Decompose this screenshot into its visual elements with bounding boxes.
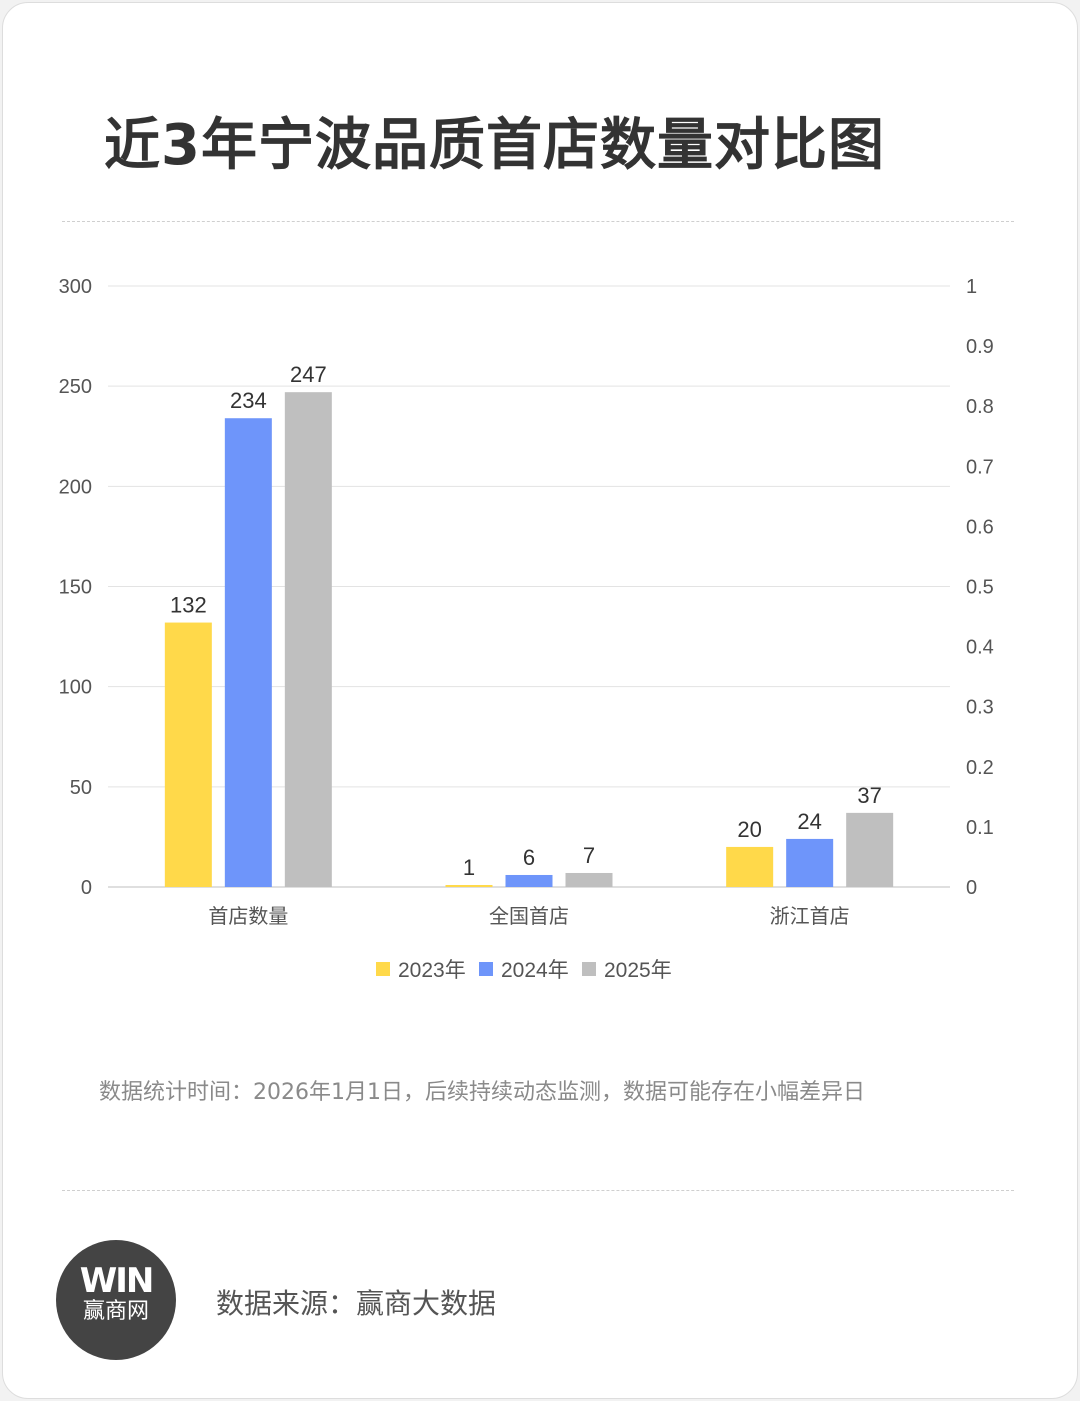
bar-2023年	[164, 622, 212, 887]
x-tick-label: 首店数量	[208, 905, 288, 928]
legend-label: 2025年	[604, 959, 672, 982]
y2-tick-label: 0.6	[966, 516, 994, 538]
y2-tick-label: 0.4	[966, 637, 994, 659]
data-label: 1	[463, 855, 475, 880]
y2-tick-label: 0.5	[966, 577, 994, 599]
stats-note: 数据统计时间：2026年1月1日，后续持续动态监测，数据可能存在小幅差异日	[99, 1080, 865, 1105]
y2-tick-label: 0.3	[966, 697, 994, 719]
data-source: 数据来源：赢商大数据	[216, 1287, 497, 1320]
data-label: 37	[857, 783, 881, 808]
y2-tick-label: 0.8	[966, 396, 994, 418]
data-label: 234	[230, 388, 267, 413]
logo-mark: WIN	[79, 1261, 155, 1301]
y-tick-label: 250	[59, 376, 92, 398]
y-tick-label: 50	[70, 777, 92, 799]
page-title: 近3年宁波品质首店数量对比图	[104, 113, 885, 178]
logo-name: 赢商网	[82, 1299, 149, 1324]
logo: WIN 赢商网	[56, 1240, 176, 1360]
y-tick-label: 150	[59, 577, 92, 599]
bar-2024年	[224, 418, 272, 887]
y2-tick-label: 0.2	[966, 757, 994, 779]
bar-2024年	[786, 838, 834, 887]
y2-tick-label: 0.9	[966, 336, 994, 358]
y2-tick-label: 1	[966, 276, 977, 298]
legend-swatch	[479, 962, 493, 976]
y-tick-label: 300	[59, 276, 92, 298]
y2-tick-label: 0	[966, 877, 977, 899]
bar-2025年	[565, 872, 613, 887]
legend-label: 2023年	[398, 959, 466, 982]
data-label: 20	[737, 817, 761, 842]
y2-tick-label: 0.7	[966, 456, 994, 478]
y-tick-label: 200	[59, 476, 92, 498]
bar-2024年	[505, 874, 553, 887]
bar-2025年	[846, 812, 894, 887]
y-tick-label: 0	[81, 877, 92, 899]
bar-2025年	[284, 392, 332, 887]
y-tick-label: 100	[59, 677, 92, 699]
legend-swatch	[376, 962, 390, 976]
legend-label: 2024年	[501, 959, 569, 982]
x-tick-label: 浙江首店	[770, 905, 850, 928]
divider	[62, 221, 1014, 222]
y2-tick-label: 0.1	[966, 817, 994, 839]
data-label: 132	[170, 593, 207, 618]
data-label: 6	[523, 845, 535, 870]
legend-swatch	[582, 962, 596, 976]
x-tick-label: 全国首店	[489, 905, 569, 928]
data-label: 247	[290, 362, 327, 387]
data-label: 7	[583, 843, 595, 868]
bar-2023年	[445, 884, 493, 887]
divider	[62, 1190, 1014, 1191]
bar-2023年	[726, 846, 774, 887]
data-label: 24	[797, 809, 821, 834]
